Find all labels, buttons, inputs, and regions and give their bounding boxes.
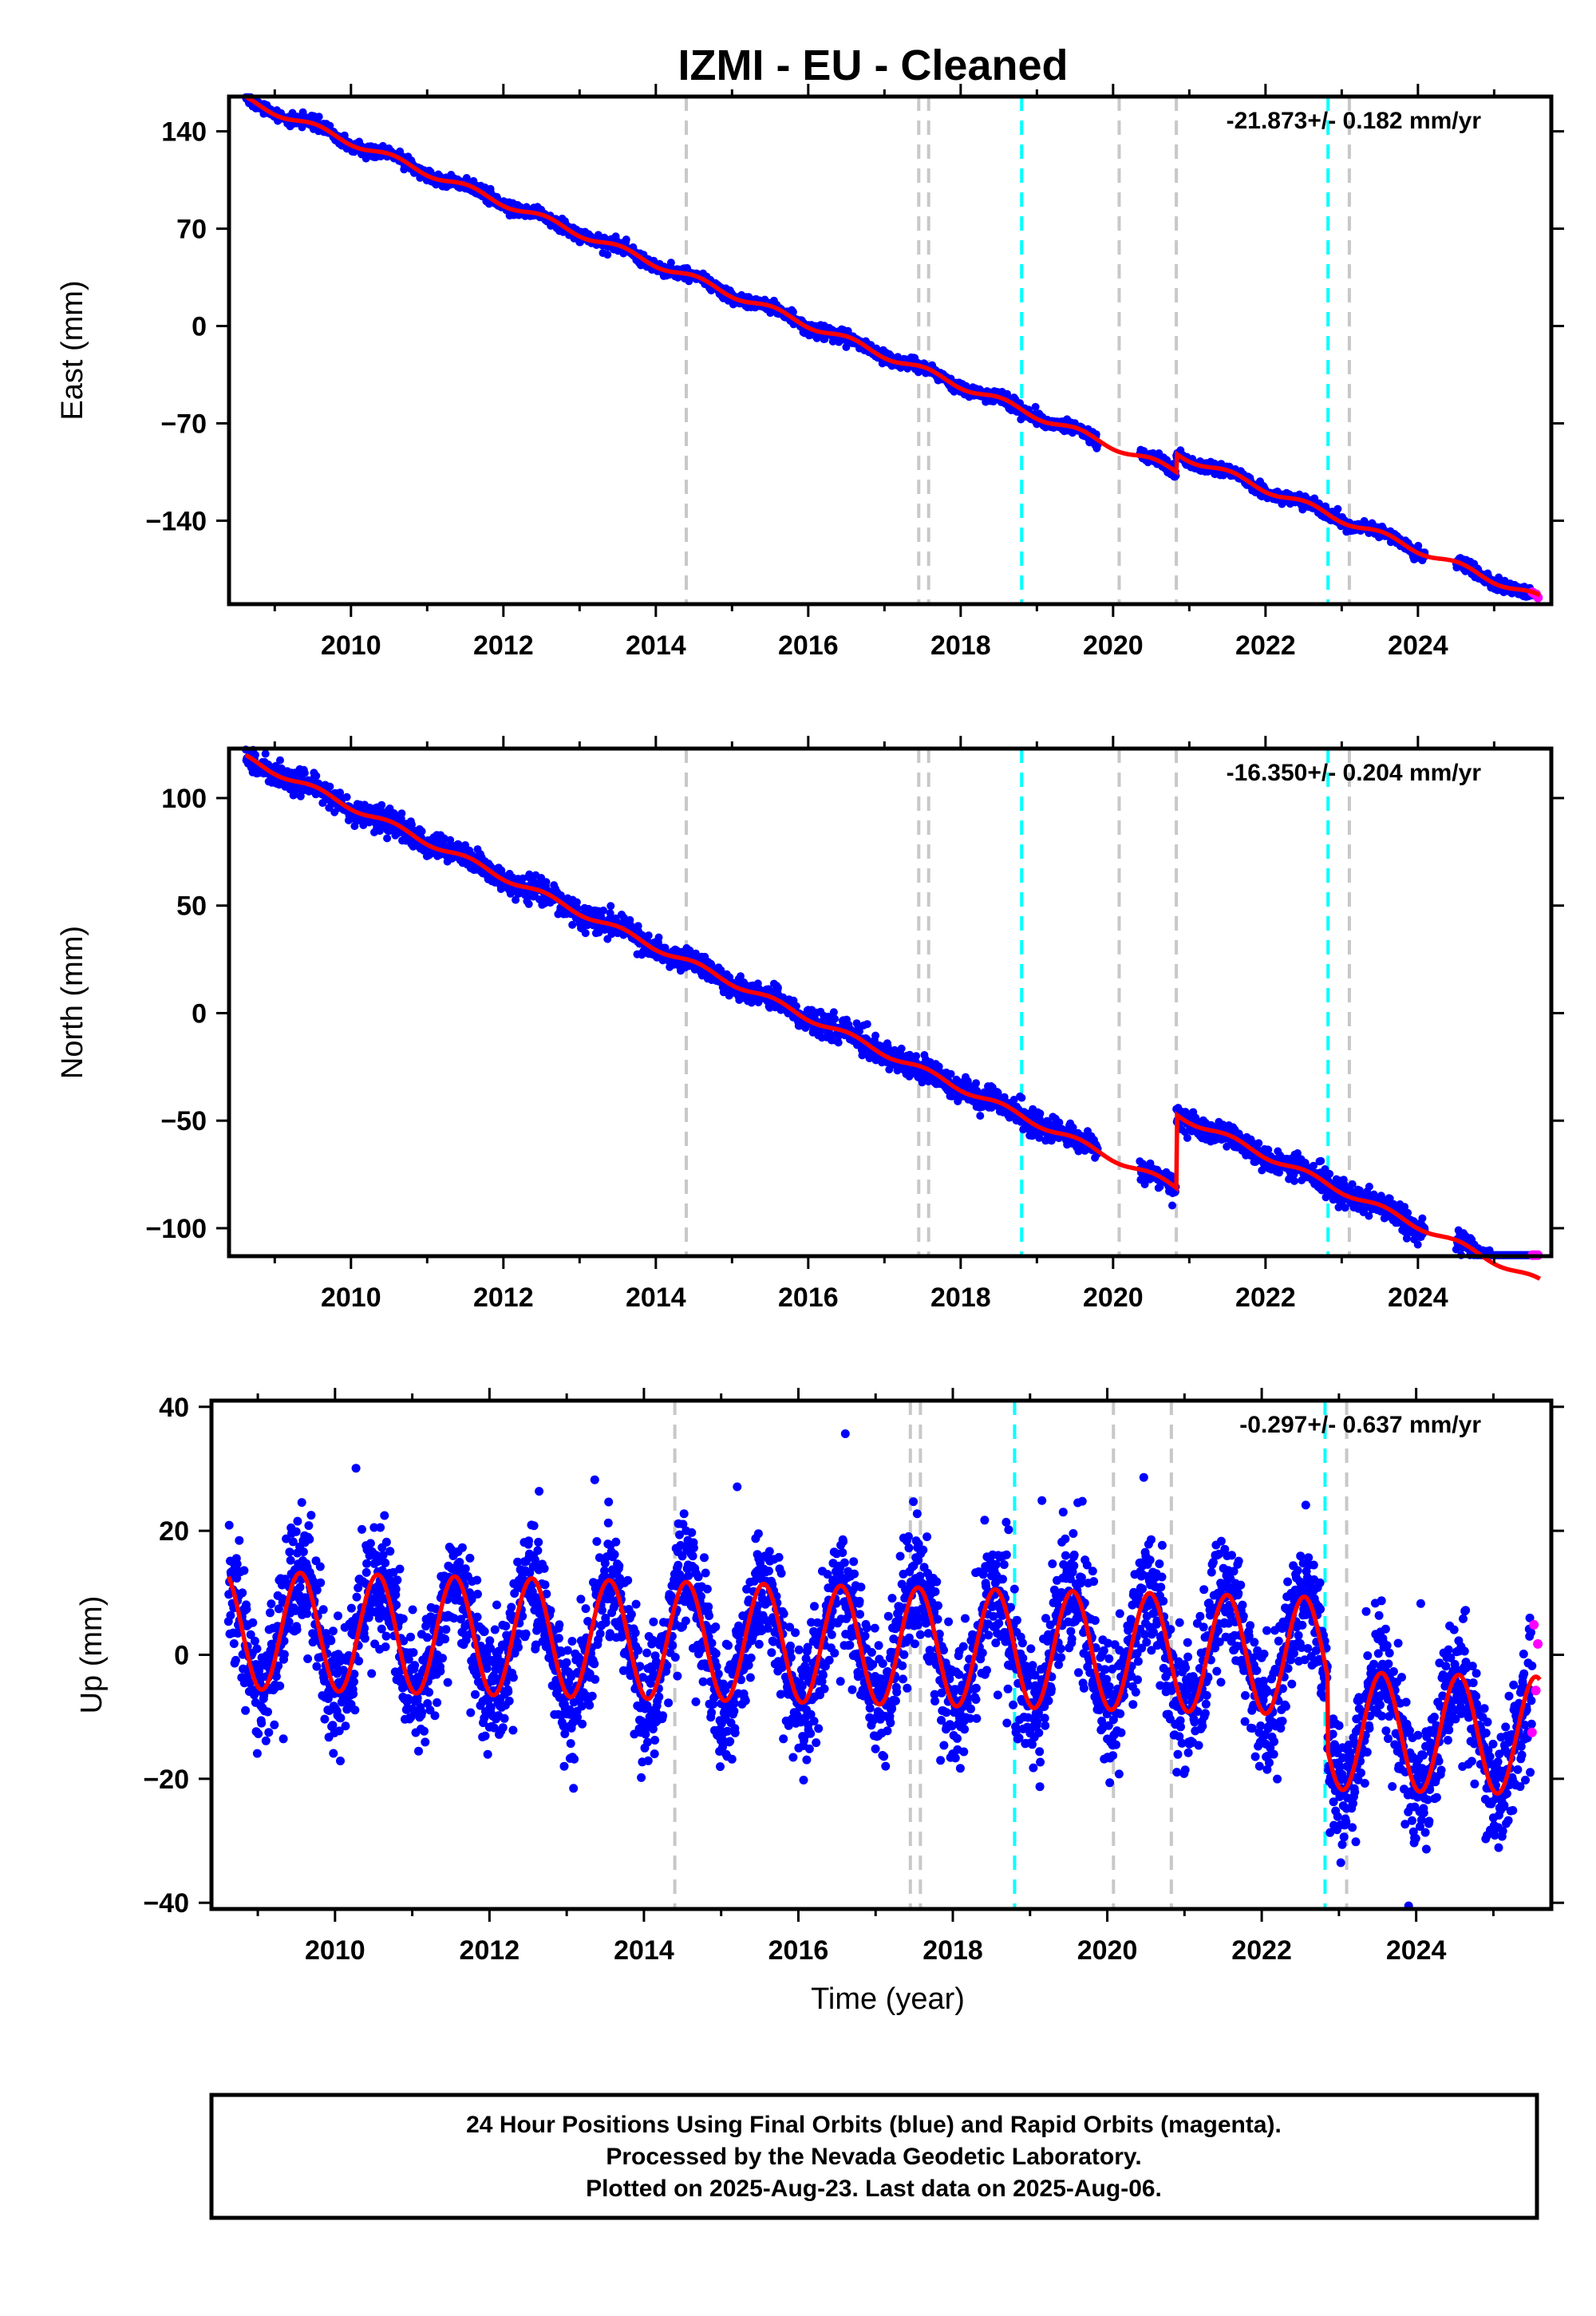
- x-tick-label: 2020: [1083, 630, 1144, 661]
- final-orbit-point: [666, 259, 675, 267]
- east-y-axis-label: East (mm): [56, 280, 89, 420]
- x-tick-label: 2016: [778, 630, 839, 661]
- x-tick-label: 2010: [321, 630, 381, 661]
- final-orbit-point: [871, 1031, 880, 1040]
- final-orbit-point: [644, 931, 653, 940]
- final-orbit-point: [542, 878, 551, 887]
- final-orbit-point: [300, 769, 309, 777]
- final-orbit-point: [897, 1044, 906, 1053]
- final-orbit-point: [831, 1014, 839, 1023]
- figure-title: IZMI - EU - Cleaned: [678, 41, 1068, 89]
- final-orbit-point: [912, 1052, 921, 1061]
- final-orbit-point: [654, 933, 663, 942]
- final-orbit-point: [261, 749, 270, 758]
- final-orbit-point: [342, 792, 351, 801]
- final-orbit-point: [314, 113, 323, 121]
- final-orbit-point: [603, 251, 612, 259]
- final-orbit-point: [606, 902, 615, 911]
- x-tick-label: 2024: [1388, 630, 1448, 661]
- final-orbit-point: [1031, 402, 1040, 411]
- final-orbit-point: [312, 772, 321, 781]
- east-rate-label: -21.873+/- 0.182 mm/yr: [1227, 108, 1482, 134]
- x-tick-label: 2018: [930, 630, 991, 661]
- y-tick-label: 70: [176, 215, 207, 245]
- final-orbit-point: [774, 983, 782, 992]
- final-orbit-point: [361, 154, 370, 163]
- final-orbit-point: [1168, 1201, 1176, 1210]
- final-orbit-point: [788, 307, 797, 316]
- final-orbit-point: [1036, 1109, 1045, 1118]
- final-orbit-point: [326, 782, 334, 791]
- x-tick-label: 2012: [473, 630, 534, 661]
- final-orbit-point: [972, 1079, 981, 1088]
- x-tick-label: 2022: [1235, 630, 1296, 661]
- final-orbit-point: [863, 1020, 871, 1029]
- final-orbit-point: [397, 809, 406, 818]
- final-orbit-point: [1414, 541, 1423, 550]
- final-orbit-point: [383, 834, 392, 843]
- y-tick-label: 0: [192, 312, 207, 342]
- final-orbit-point: [622, 235, 630, 244]
- final-orbit-point: [976, 1112, 985, 1120]
- y-tick-label: 140: [161, 117, 207, 148]
- final-orbit-point: [599, 906, 608, 915]
- final-orbit-point: [581, 929, 590, 938]
- y-tick-label: −140: [145, 506, 207, 536]
- final-orbit-point: [1017, 1093, 1026, 1102]
- final-orbit-point: [1254, 1139, 1263, 1148]
- east-panel: 2010 2012 2014 2016 2018 2020 2022 2024 −140 −70 0…: [56, 84, 1564, 661]
- x-tick-label: 2014: [626, 630, 686, 661]
- y-tick-label: −70: [160, 409, 207, 439]
- final-orbit-point: [568, 920, 577, 929]
- final-orbit-point: [1183, 1133, 1191, 1142]
- final-orbit-point: [377, 800, 386, 809]
- final-orbit-point: [276, 756, 284, 765]
- final-orbit-point: [1290, 1176, 1298, 1185]
- final-orbit-point: [524, 899, 533, 908]
- final-orbit-point: [417, 827, 426, 836]
- final-orbit-point: [1333, 504, 1342, 513]
- final-orbit-point: [834, 1038, 843, 1047]
- east-event-lines: [685, 97, 1351, 604]
